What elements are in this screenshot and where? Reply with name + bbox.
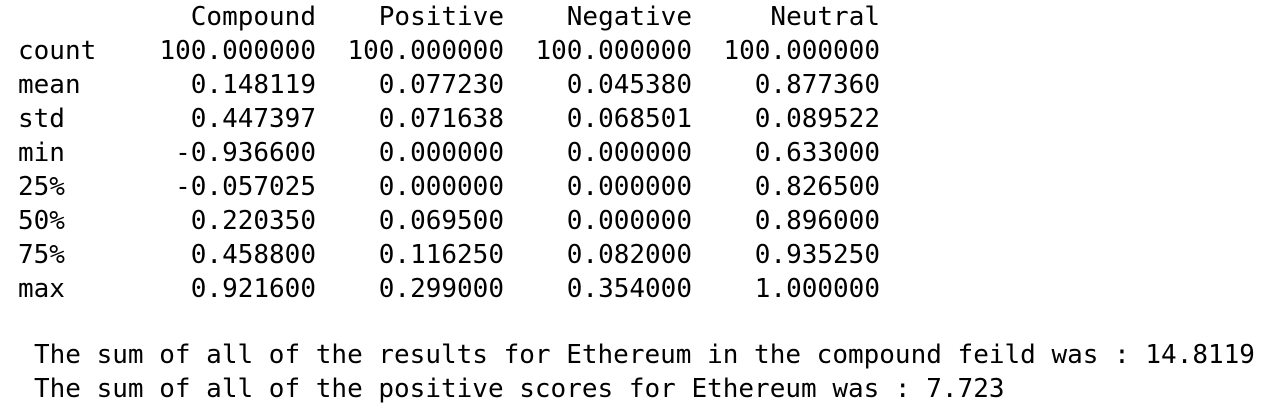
table-cell: 0.896000: [754, 206, 880, 236]
row-label: min: [18, 138, 65, 168]
printed-line-positive-sum: The sum of all of the positive scores fo…: [34, 374, 1005, 404]
table-row: max 0.921600 0.299000 0.354000 1.000000: [18, 272, 880, 306]
corner-cell: [18, 0, 128, 34]
table-cell: 0.000000: [566, 138, 692, 168]
table-header-row: Compound Positive Negative Neutral: [18, 0, 880, 34]
table-cell: 0.148119: [190, 70, 316, 100]
describe-table: Compound Positive Negative Neutral count…: [18, 0, 880, 306]
row-label: max: [18, 274, 65, 304]
table-cell: 0.458800: [190, 240, 316, 270]
table-cell: 0.082000: [566, 240, 692, 270]
table-cell: 0.116250: [378, 240, 504, 270]
row-label: 50%: [18, 206, 65, 236]
table-cell: 100.000000: [347, 36, 504, 66]
table-cell: 0.045380: [566, 70, 692, 100]
row-label: std: [18, 104, 65, 134]
table-cell: 0.068501: [566, 104, 692, 134]
column-header: Positive: [378, 2, 504, 32]
row-label: mean: [18, 70, 81, 100]
table-cell: 0.921600: [190, 274, 316, 304]
table-cell: 0.633000: [754, 138, 880, 168]
column-header: Compound: [190, 2, 316, 32]
table-cell: -0.057025: [175, 172, 316, 202]
notebook-output: Compound Positive Negative Neutral count…: [18, 0, 1268, 406]
output-spacer: [18, 306, 1268, 338]
column-header: Negative: [566, 2, 692, 32]
table-cell: 0.071638: [378, 104, 504, 134]
table-cell: 0.077230: [378, 70, 504, 100]
table-row: 25% -0.057025 0.000000 0.000000 0.826500: [18, 170, 880, 204]
table-cell: 0.447397: [190, 104, 316, 134]
table-cell: 0.069500: [378, 206, 504, 236]
table-cell: 100.000000: [535, 36, 692, 66]
row-label: 75%: [18, 240, 65, 270]
table-cell: -0.936600: [175, 138, 316, 168]
table-cell: 0.089522: [754, 104, 880, 134]
table-row: min -0.936600 0.000000 0.000000 0.633000: [18, 136, 880, 170]
table-cell: 0.000000: [566, 172, 692, 202]
table-row: count 100.000000 100.000000 100.000000 1…: [18, 34, 880, 68]
table-row: 75% 0.458800 0.116250 0.082000 0.935250: [18, 238, 880, 272]
table-cell: 0.826500: [754, 172, 880, 202]
table-cell: 0.000000: [378, 172, 504, 202]
table-row: std 0.447397 0.071638 0.068501 0.089522: [18, 102, 880, 136]
table-row: mean 0.148119 0.077230 0.045380 0.877360: [18, 68, 880, 102]
row-label: count: [18, 36, 97, 66]
table-cell: 0.220350: [190, 206, 316, 236]
table-cell: 100.000000: [723, 36, 880, 66]
table-cell: 0.935250: [754, 240, 880, 270]
table-cell: 100.000000: [159, 36, 316, 66]
printed-line-compound-sum: The sum of all of the results for Ethere…: [34, 340, 1255, 370]
column-header: Neutral: [770, 2, 880, 32]
table-cell: 1.000000: [754, 274, 880, 304]
row-label: 25%: [18, 172, 65, 202]
table-row: 50% 0.220350 0.069500 0.000000 0.896000: [18, 204, 880, 238]
table-cell: 0.000000: [566, 206, 692, 236]
table-cell: 0.000000: [378, 138, 504, 168]
table-cell: 0.299000: [378, 274, 504, 304]
table-cell: 0.877360: [754, 70, 880, 100]
table-cell: 0.354000: [566, 274, 692, 304]
